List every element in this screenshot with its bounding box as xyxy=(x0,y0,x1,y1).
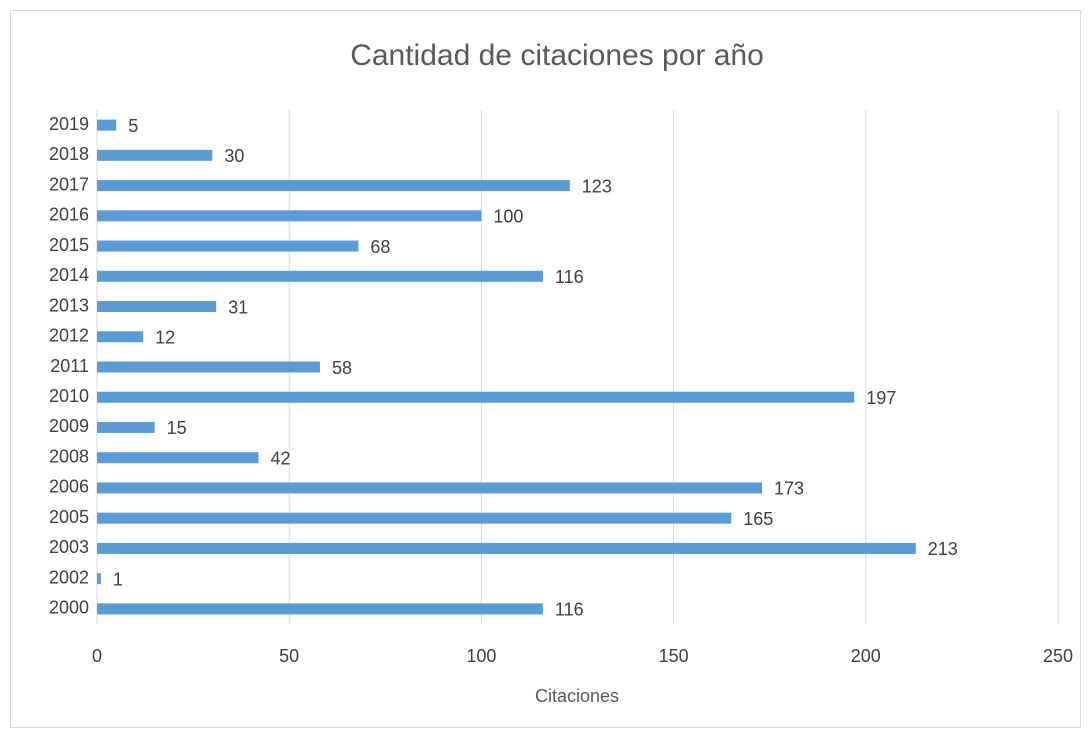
y-tick-label: 2002 xyxy=(49,567,89,587)
y-tick-label: 2012 xyxy=(49,326,89,346)
data-label: 173 xyxy=(774,479,804,499)
data-label: 197 xyxy=(866,388,896,408)
y-tick-label: 2018 xyxy=(49,144,89,164)
bar xyxy=(97,542,916,554)
bar xyxy=(97,210,482,222)
bar xyxy=(97,331,144,343)
x-tick-label: 200 xyxy=(851,646,881,666)
y-tick-label: 2017 xyxy=(49,174,89,194)
bar xyxy=(97,119,117,131)
data-label: 68 xyxy=(370,237,390,257)
bar xyxy=(97,573,101,585)
data-label: 58 xyxy=(332,358,352,378)
y-tick-label: 2008 xyxy=(49,446,89,466)
y-tick-label: 2000 xyxy=(49,598,89,618)
data-label: 100 xyxy=(493,207,523,227)
data-label: 5 xyxy=(128,116,138,136)
y-tick-label: 2006 xyxy=(49,477,89,497)
bar xyxy=(97,421,155,433)
data-label: 15 xyxy=(167,418,187,438)
x-tick-label: 50 xyxy=(279,646,299,666)
bar xyxy=(97,240,359,252)
data-label: 31 xyxy=(228,297,248,317)
bar xyxy=(97,391,855,403)
y-tick-label: 2003 xyxy=(49,537,89,557)
bar xyxy=(97,603,543,615)
bar xyxy=(97,452,259,464)
bar xyxy=(97,512,732,524)
bar xyxy=(97,270,543,282)
x-tick-label: 100 xyxy=(466,646,496,666)
bar xyxy=(97,361,320,373)
y-tick-label: 2013 xyxy=(49,295,89,315)
x-axis-label: Citaciones xyxy=(535,686,619,706)
y-tick-label: 2014 xyxy=(49,265,89,285)
data-label: 116 xyxy=(555,600,584,620)
chart-title: Cantidad de citaciones por año xyxy=(350,39,764,72)
x-tick-label: 250 xyxy=(1043,646,1073,666)
data-label: 165 xyxy=(743,509,773,529)
y-tick-label: 2015 xyxy=(49,235,89,255)
bar xyxy=(97,482,763,494)
data-label: 30 xyxy=(224,146,244,166)
data-label: 42 xyxy=(270,448,290,468)
y-tick-label: 2011 xyxy=(50,356,89,376)
y-tick-label: 2005 xyxy=(49,507,89,527)
data-label: 1 xyxy=(113,569,123,589)
data-label: 12 xyxy=(155,328,175,348)
y-tick-label: 2010 xyxy=(49,386,89,406)
y-tick-label: 2016 xyxy=(49,205,89,225)
x-tick-label: 150 xyxy=(659,646,689,666)
bar xyxy=(97,180,570,192)
data-label: 116 xyxy=(555,267,584,287)
bar xyxy=(97,301,217,313)
bar xyxy=(97,149,213,161)
y-tick-label: 2019 xyxy=(49,114,89,134)
data-label: 123 xyxy=(582,176,612,196)
y-tick-label: 2009 xyxy=(49,416,89,436)
data-label: 213 xyxy=(928,539,958,559)
x-tick-label: 0 xyxy=(92,646,102,666)
